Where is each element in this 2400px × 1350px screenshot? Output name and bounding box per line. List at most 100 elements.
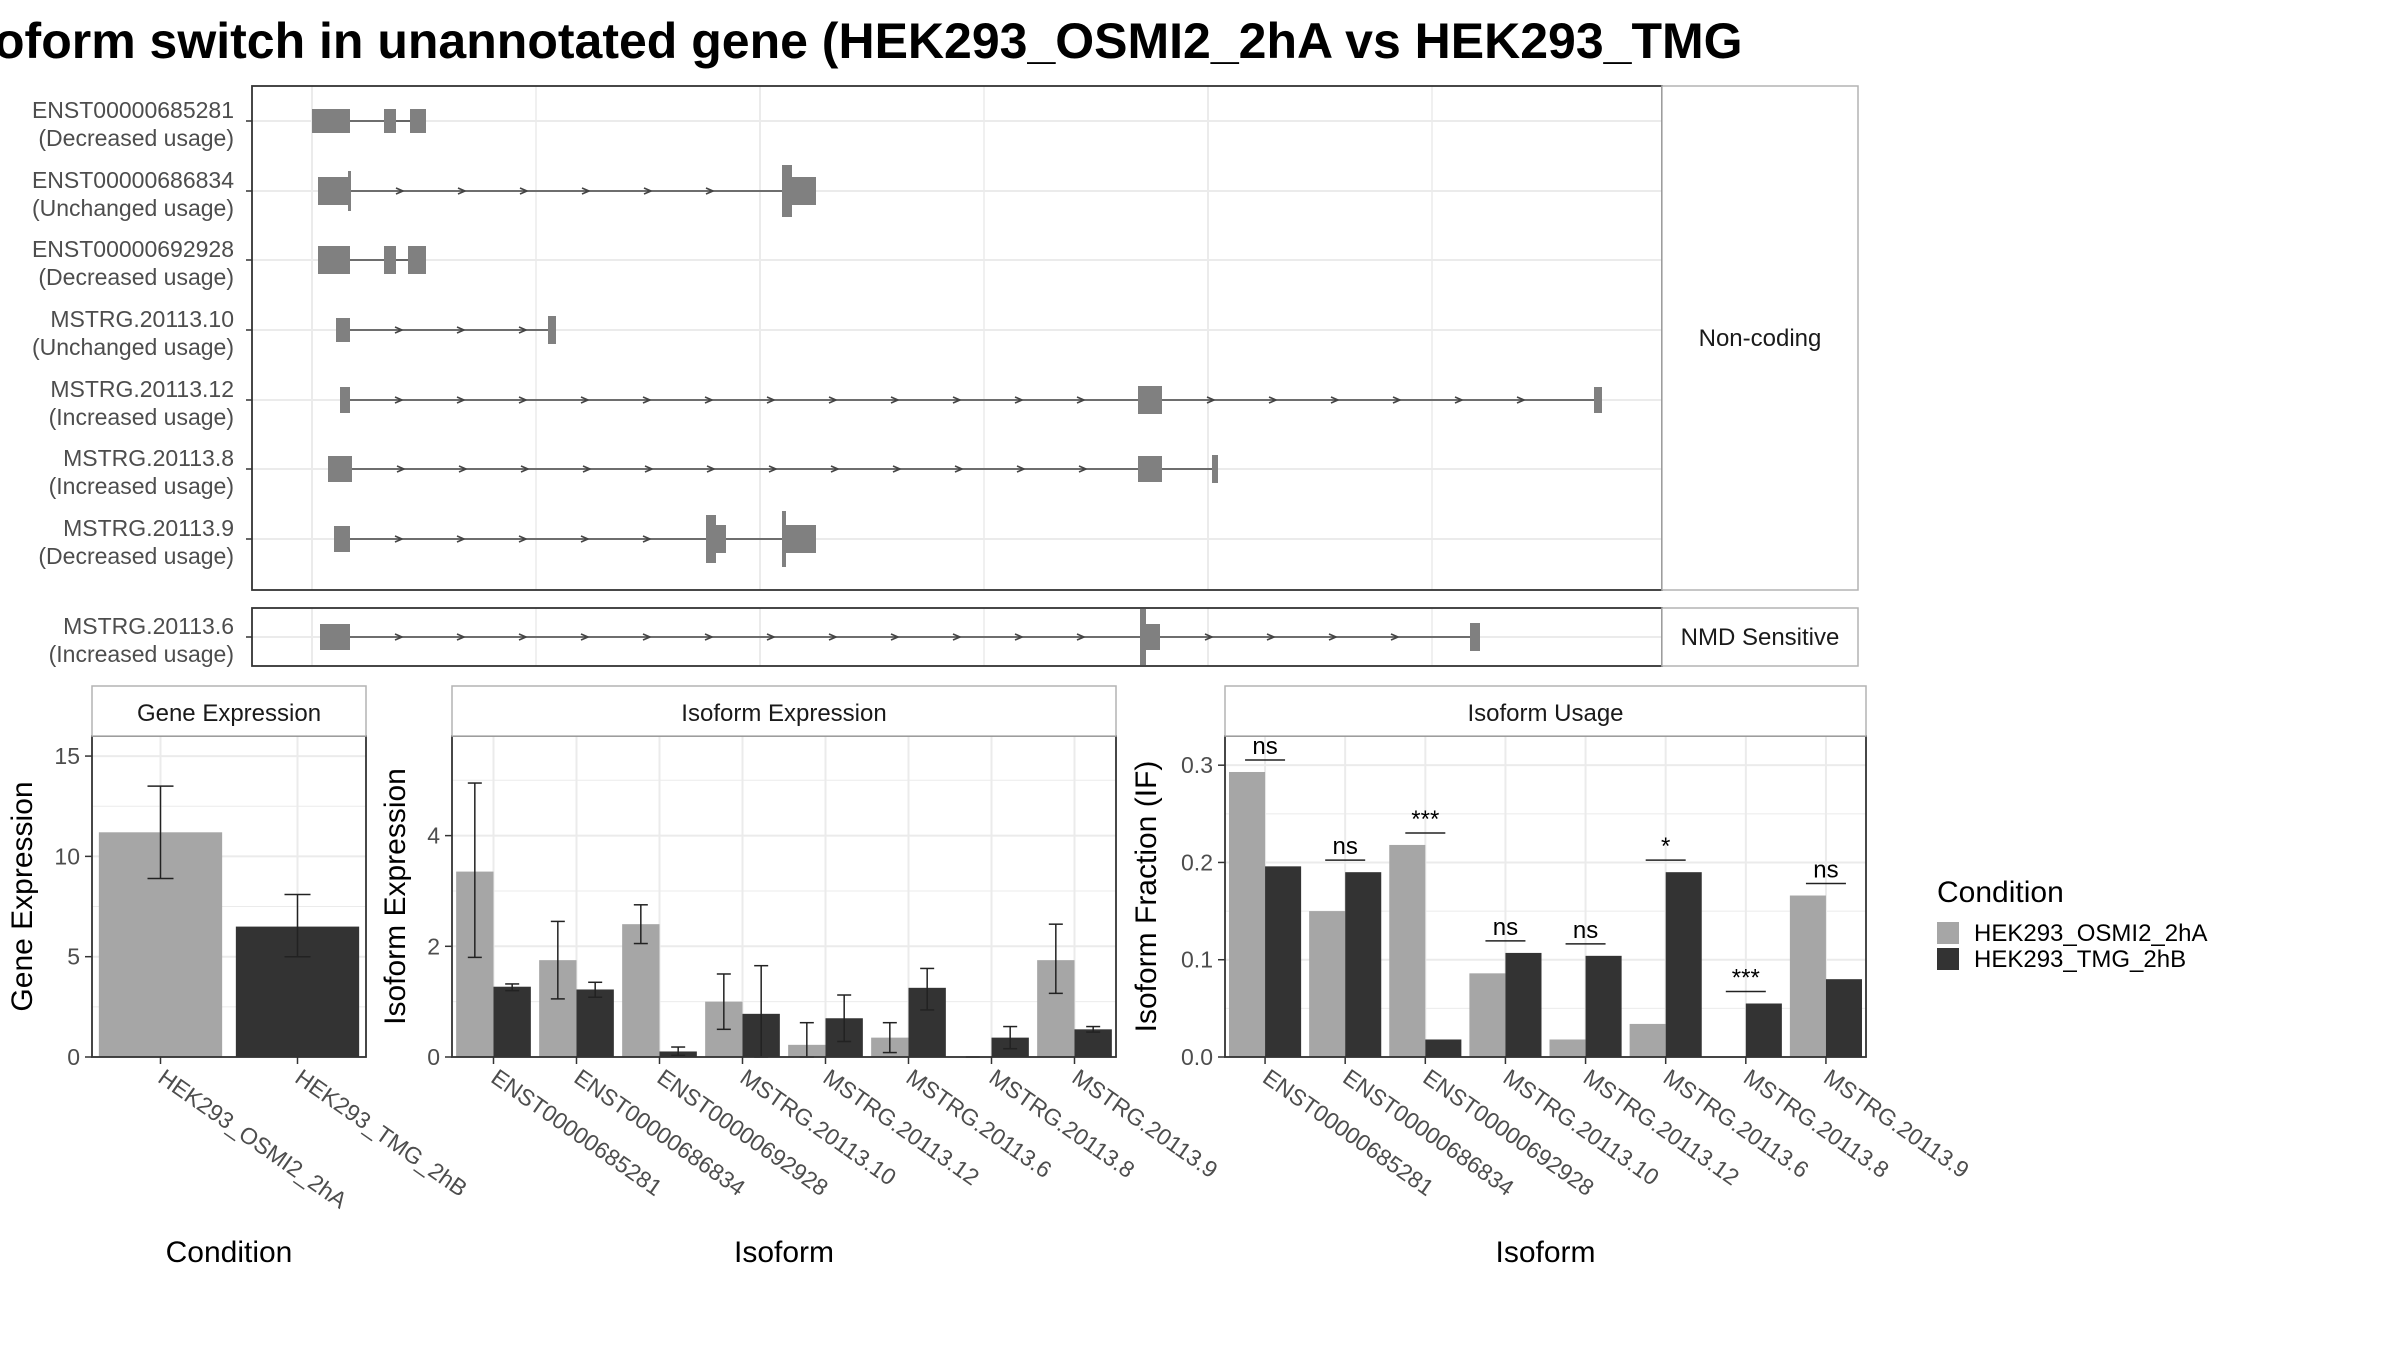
intron-arrow bbox=[1014, 396, 1025, 404]
isoform-id-label: MSTRG.20113.9 bbox=[63, 515, 234, 541]
exon-block bbox=[410, 109, 426, 133]
x-tick-label: MSTRG.20113.8 bbox=[1739, 1064, 1894, 1183]
intron-arrow bbox=[580, 633, 591, 641]
facet-strip bbox=[1661, 607, 1859, 667]
isoform-usage-label: (Increased usage) bbox=[49, 473, 234, 499]
exon-block bbox=[318, 177, 348, 205]
legend-label: HEK293_OSMI2_2hA bbox=[1974, 920, 2207, 947]
exon-block bbox=[384, 109, 396, 133]
intron-arrow bbox=[890, 396, 901, 404]
exon-block bbox=[336, 318, 350, 342]
exon-block bbox=[716, 525, 726, 553]
y-tick-label: 0.0 bbox=[1181, 1044, 1213, 1070]
intron-arrow bbox=[1266, 633, 1277, 641]
isoform-id-label: MSTRG.20113.10 bbox=[50, 306, 234, 332]
facet-strip bbox=[91, 685, 367, 737]
transcript-MSTRG.20113.9 bbox=[334, 511, 816, 567]
exon-block bbox=[786, 525, 816, 553]
exon-block bbox=[320, 624, 350, 650]
intron-arrow bbox=[456, 535, 467, 543]
facet-strip-label: Gene Expression bbox=[137, 700, 321, 727]
exon-block bbox=[348, 171, 351, 211]
intron-arrow bbox=[890, 633, 901, 641]
exon-block bbox=[548, 316, 556, 344]
isoform-usage-label: (Decreased usage) bbox=[38, 125, 234, 151]
intron-arrow bbox=[766, 396, 777, 404]
y-tick-label: 10 bbox=[54, 843, 80, 869]
y-axis-title: Gene Expression bbox=[6, 781, 39, 1011]
transcript-ENST00000686834 bbox=[318, 165, 816, 217]
x-tick-label: MSTRG.20113.9 bbox=[1068, 1064, 1223, 1183]
intron-arrow bbox=[518, 535, 529, 543]
intron-arrow bbox=[396, 465, 407, 473]
intron-arrow bbox=[766, 633, 777, 641]
intron-arrow bbox=[1206, 396, 1217, 404]
exon-block bbox=[782, 165, 792, 217]
bar bbox=[1425, 1039, 1462, 1057]
intron-arrow bbox=[642, 633, 653, 641]
intron-arrow bbox=[644, 465, 655, 473]
bar bbox=[1229, 771, 1266, 1057]
isoform-id-label: MSTRG.20113.8 bbox=[63, 445, 234, 471]
exon-block bbox=[384, 246, 396, 274]
intron-arrow bbox=[518, 326, 529, 334]
x-axis-title: Isoform bbox=[734, 1236, 834, 1269]
bar bbox=[1549, 1039, 1586, 1057]
intron-arrow bbox=[1390, 633, 1401, 641]
y-tick-label: 2 bbox=[427, 933, 440, 959]
facet-strip bbox=[1661, 85, 1859, 591]
intron-arrow bbox=[1268, 396, 1279, 404]
bar bbox=[622, 924, 660, 1057]
intron-arrow bbox=[954, 465, 965, 473]
intron-arrow bbox=[952, 633, 963, 641]
facet-strip bbox=[1224, 685, 1867, 737]
bar bbox=[1745, 1003, 1782, 1057]
intron-arrow bbox=[395, 187, 406, 195]
bar bbox=[1309, 911, 1346, 1057]
facet-strip-label: Isoform Usage bbox=[1467, 700, 1623, 727]
intron-arrow bbox=[456, 633, 467, 641]
transcript-MSTRG.20113.6 bbox=[320, 609, 1480, 665]
exon-block bbox=[312, 109, 350, 133]
significance-label: * bbox=[1661, 833, 1670, 860]
intron-arrow bbox=[1204, 633, 1215, 641]
bar-panel-3: 024ENST00000685281ENST00000686834ENST000… bbox=[379, 685, 1223, 1269]
transcript-ENST00000692928 bbox=[318, 246, 426, 274]
transcript-ENST00000685281 bbox=[312, 109, 426, 133]
intron-arrow bbox=[580, 396, 591, 404]
legend-label: HEK293_TMG_2hB bbox=[1974, 946, 2186, 973]
y-tick-label: 0.2 bbox=[1181, 849, 1213, 875]
bar bbox=[493, 986, 531, 1057]
isoform-usage-label: (Increased usage) bbox=[49, 404, 234, 430]
exon-block bbox=[1140, 609, 1146, 665]
gene-model-panel-top: ENST00000685281(Decreased usage)ENST0000… bbox=[32, 85, 1859, 591]
exon-block bbox=[706, 515, 716, 563]
bar bbox=[1389, 844, 1426, 1057]
significance-label: ns bbox=[1573, 917, 1598, 944]
y-tick-label: 15 bbox=[54, 743, 80, 769]
bar bbox=[1585, 955, 1622, 1057]
intron-arrow bbox=[581, 187, 592, 195]
intron-arrow bbox=[1516, 396, 1527, 404]
x-tick-label: MSTRG.20113.9 bbox=[1819, 1064, 1974, 1183]
intron-arrow bbox=[830, 465, 841, 473]
intron-arrow bbox=[1392, 396, 1403, 404]
intron-arrow bbox=[1014, 633, 1025, 641]
y-tick-label: 0.3 bbox=[1181, 752, 1213, 778]
intron-arrow bbox=[456, 326, 467, 334]
intron-arrow bbox=[456, 396, 467, 404]
intron-arrow bbox=[952, 396, 963, 404]
intron-arrow bbox=[394, 396, 405, 404]
x-axis-title: Isoform bbox=[1495, 1236, 1595, 1269]
intron-arrow bbox=[704, 633, 715, 641]
intron-arrow bbox=[582, 465, 593, 473]
bar bbox=[1505, 952, 1542, 1057]
facet-strip-label: NMD Sensitive bbox=[1681, 624, 1840, 651]
x-axis-title: Condition bbox=[166, 1236, 293, 1269]
intron-arrow bbox=[706, 465, 717, 473]
intron-arrow bbox=[394, 633, 405, 641]
panel-background bbox=[252, 86, 1662, 590]
exon-block bbox=[1146, 624, 1160, 650]
